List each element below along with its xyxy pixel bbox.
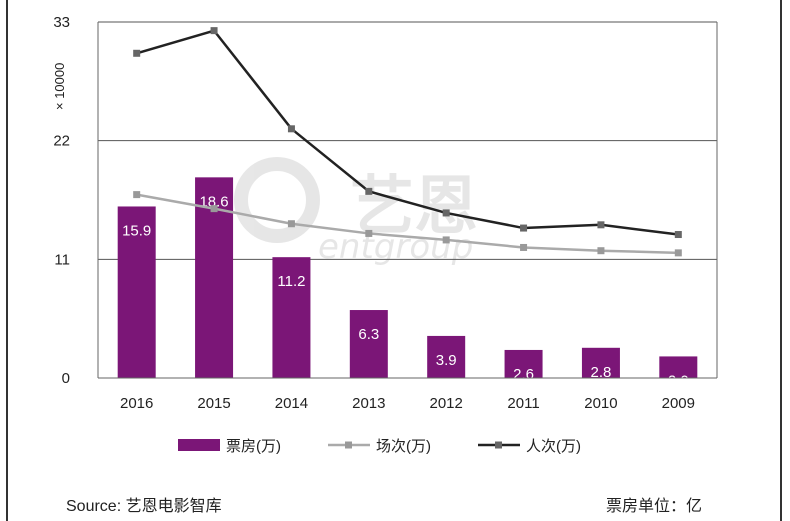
bar <box>427 335 466 378</box>
watermark: 艺恩 entgroup <box>234 157 478 267</box>
x-tick-label: 2012 <box>430 395 463 412</box>
line-point <box>520 243 528 251</box>
bar <box>581 347 620 378</box>
y-tick-labels: 0 11 22 33 <box>53 14 70 387</box>
y-tick-label: 22 <box>53 133 70 150</box>
bar-data-label: 2.6 <box>513 366 534 383</box>
line-point <box>133 49 141 57</box>
legend-label: 票房(万) <box>226 438 281 455</box>
line-series <box>133 27 682 257</box>
bar-data-label: 6.3 <box>358 326 379 343</box>
line-point <box>287 125 295 133</box>
line-point <box>442 236 450 244</box>
legend: 票房(万) 场次(万) 人次(万) <box>178 438 581 455</box>
bar <box>349 310 388 378</box>
watermark-subtext: entgroup <box>318 227 473 267</box>
legend-label: 人次(万) <box>526 438 581 455</box>
line-point <box>674 231 682 239</box>
line-point <box>210 205 218 213</box>
line-point <box>597 221 605 229</box>
x-tick-label: 2010 <box>584 395 617 412</box>
y-tick-label: 11 <box>54 251 70 268</box>
unit-note: 票房单位：亿 <box>606 498 703 515</box>
legend-marker <box>345 441 352 449</box>
bar-data-label: 2.0 <box>668 372 689 389</box>
axes <box>97 22 718 379</box>
bar-data-label: 15.9 <box>122 222 151 239</box>
legend-item: 人次(万) <box>478 438 581 455</box>
line-point <box>674 249 682 257</box>
legend-item: 场次(万) <box>328 438 431 455</box>
series-line <box>136 29 679 236</box>
bar <box>117 206 156 378</box>
bar <box>504 349 543 378</box>
x-tick-label: 2009 <box>662 395 695 412</box>
bar-data-label: 11.2 <box>277 273 305 290</box>
y-tick-label: 0 <box>62 370 70 387</box>
series-line <box>136 193 679 255</box>
x-tick-labels: 2016 2015 2014 2013 2012 2011 2010 2009 <box>120 395 695 412</box>
x-tick-label: 2013 <box>352 395 385 412</box>
bar-data-label: 2.8 <box>591 364 612 381</box>
line-point <box>597 247 605 255</box>
x-tick-label: 2014 <box>275 395 308 412</box>
x-tick-label: 2016 <box>120 395 153 412</box>
line-point <box>365 187 373 195</box>
legend-marker <box>495 441 502 449</box>
y-multiplier-label: × 10000 <box>52 63 67 110</box>
y-tick-label: 33 <box>53 14 70 31</box>
x-tick-label: 2015 <box>197 395 230 412</box>
line-point <box>442 209 450 217</box>
line-point <box>365 229 373 237</box>
legend-item: 票房(万) <box>178 438 281 455</box>
chart-frame <box>6 0 782 521</box>
source-note: Source: 艺恩电影智库 <box>66 498 222 515</box>
bar-series <box>117 177 698 378</box>
line-point <box>287 220 295 228</box>
legend-label: 场次(万) <box>376 438 431 455</box>
line-point <box>210 27 218 35</box>
line-point <box>520 224 528 232</box>
legend-swatch <box>178 439 220 451</box>
bar <box>659 356 698 378</box>
bar-data-label: 3.9 <box>436 352 457 369</box>
line-point <box>133 191 141 199</box>
x-tick-label: 2011 <box>507 395 539 412</box>
bar <box>272 257 311 378</box>
